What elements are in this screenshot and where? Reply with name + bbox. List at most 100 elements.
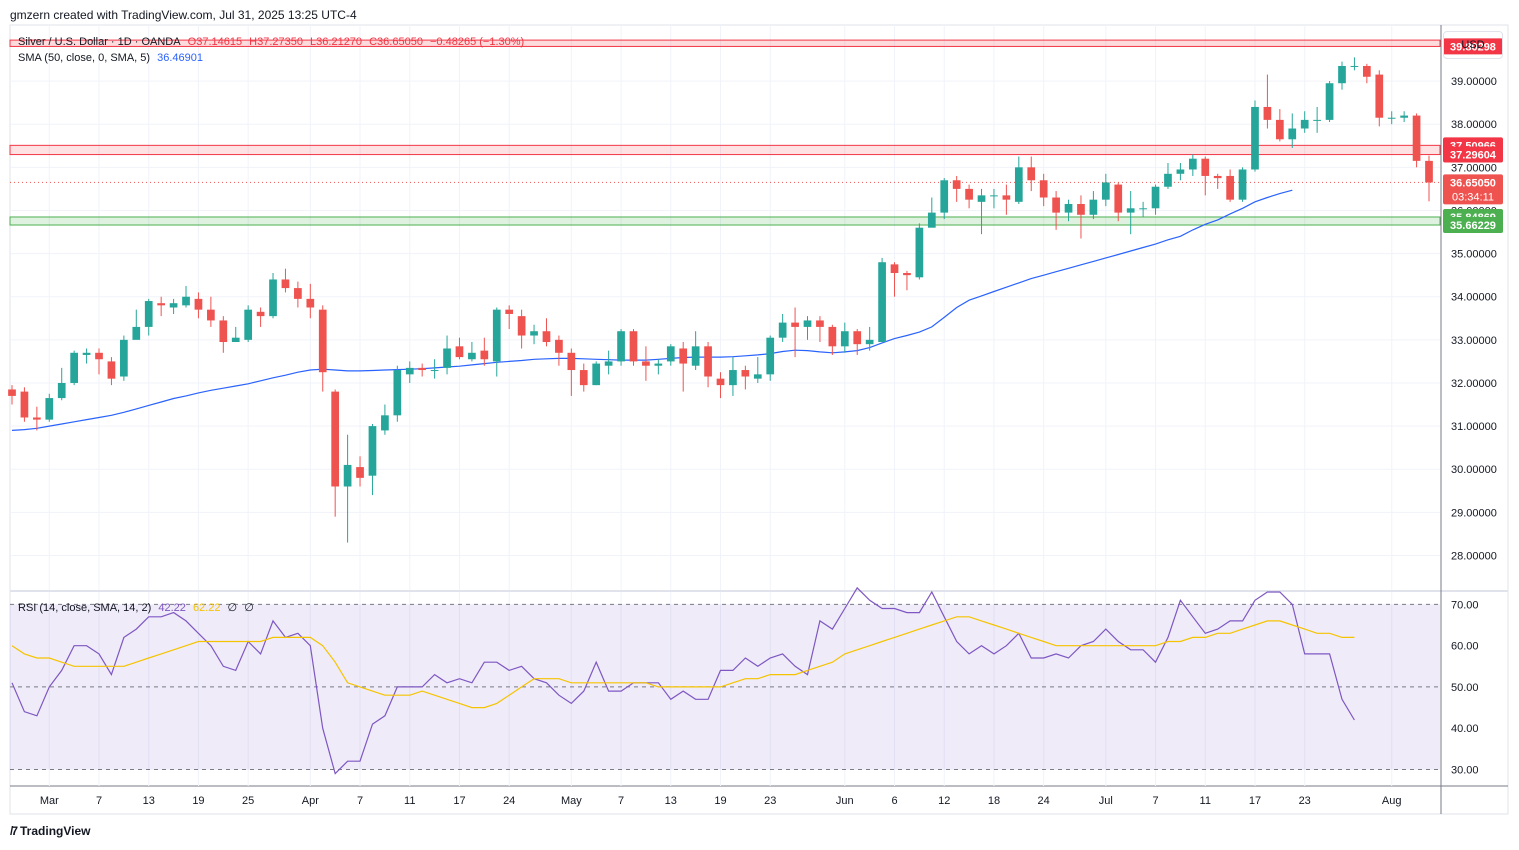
candle-body	[915, 227, 924, 278]
tradingview-footer[interactable]: /7 TradingView	[10, 824, 90, 838]
price-tick-label: 37.00000	[1451, 162, 1497, 174]
time-tick-label: 25	[242, 795, 254, 807]
candle-body	[890, 264, 899, 273]
time-tick-label: 7	[1152, 795, 1158, 807]
candle-body	[70, 352, 79, 383]
candle-body	[107, 361, 116, 379]
tradingview-logo-icon: /7	[10, 824, 18, 838]
candle-body	[1064, 203, 1073, 213]
candle-body	[33, 417, 41, 420]
sma-line	[11, 189, 1293, 431]
candle-body	[8, 389, 16, 396]
symbol-title: Silver / U.S. Dollar · 1D · OANDA	[18, 36, 181, 48]
sma-label: SMA (50, close, 0, SMA, 5)	[18, 52, 151, 64]
candle-body	[455, 346, 464, 358]
candle-body	[1350, 65, 1359, 67]
candle-body	[1002, 195, 1011, 200]
candle-body	[1039, 180, 1048, 198]
candle-body	[1275, 119, 1284, 140]
candle-body	[952, 180, 961, 189]
level-label-support-2: 35.66229	[1450, 220, 1496, 232]
time-tick-label: Mar	[40, 795, 59, 807]
time-tick-label: Apr	[302, 795, 319, 807]
candle-body	[480, 350, 489, 360]
time-tick-label: 13	[143, 795, 155, 807]
ohlc-low: L36.21270	[310, 36, 363, 48]
candle-body	[405, 367, 414, 375]
candle-body	[828, 326, 837, 347]
rsi-value: 42.22	[158, 602, 186, 614]
candle-body	[729, 370, 737, 386]
candle-body	[542, 331, 551, 343]
candle-body	[853, 331, 862, 345]
time-tick-label: 6	[891, 795, 897, 807]
candle-body	[691, 346, 700, 366]
ohlc-change: −0.48265 (−1.30%)	[430, 36, 525, 48]
candle-body	[1201, 158, 1210, 176]
candle-body	[1151, 186, 1160, 209]
time-tick-label: 7	[96, 795, 102, 807]
price-tick-label: 39.00000	[1451, 76, 1497, 88]
candle-body	[331, 391, 340, 487]
candle-body	[219, 320, 228, 343]
candle-body	[654, 363, 663, 366]
candle-body	[1325, 83, 1334, 120]
candle-body	[803, 320, 812, 327]
price-tick-label: 30.00000	[1451, 464, 1497, 476]
time-tick-label: 7	[618, 795, 624, 807]
sma-legend[interactable]: SMA (50, close, 0, SMA, 5) 36.46901	[18, 52, 207, 64]
candle-body	[840, 331, 849, 347]
last-price-label: 36.65050	[1450, 177, 1496, 189]
candle-body	[977, 195, 986, 202]
ohlc-close: C36.65050	[369, 36, 423, 48]
time-tick-label: Jul	[1099, 795, 1113, 807]
candle-body	[231, 337, 240, 343]
candle-body	[716, 378, 725, 386]
candle-body	[20, 391, 29, 418]
time-tick-label: 18	[988, 795, 1000, 807]
candle-body	[294, 288, 302, 299]
rsi-tick-label: 60.00	[1451, 641, 1479, 653]
candle-body	[318, 309, 327, 373]
candle-body	[505, 309, 514, 314]
candle-body	[965, 188, 973, 200]
time-tick-label: 17	[453, 795, 465, 807]
level-label-resistance-2-bg	[1443, 146, 1503, 163]
candle-body	[592, 363, 601, 386]
candle-body	[1300, 119, 1309, 129]
candle-body	[741, 370, 750, 377]
candle-body	[120, 339, 128, 377]
currency-button[interactable]: USD	[1443, 31, 1503, 59]
level-label-support-2-bg	[1443, 217, 1503, 234]
candle-body	[169, 303, 178, 308]
time-tick-label: 19	[192, 795, 204, 807]
candle-body	[57, 382, 66, 399]
time-tick-label: 11	[1200, 795, 1211, 807]
candle-body	[903, 272, 911, 276]
symbol-legend[interactable]: Silver / U.S. Dollar · 1D · OANDA O37.14…	[18, 36, 528, 48]
rsi-tick-label: 50.00	[1451, 682, 1479, 694]
candle-body	[1014, 167, 1023, 202]
candle-body	[555, 339, 563, 353]
rsi-legend[interactable]: RSI (14, close, SMA, 14, 2) 42.22 62.22 …	[18, 601, 258, 614]
candle-body	[704, 346, 712, 377]
candle-body	[679, 348, 688, 364]
time-tick-label: 13	[665, 795, 677, 807]
time-tick-label: 7	[357, 795, 363, 807]
candle-body	[368, 426, 377, 476]
candle-body	[45, 398, 54, 420]
level-label-resistance-2: 37.29604	[1450, 150, 1497, 162]
candle-body	[1226, 175, 1234, 200]
time-tick-label: Aug	[1382, 795, 1402, 807]
candle-body	[492, 309, 501, 362]
candle-body	[157, 303, 166, 306]
candle-body	[1164, 173, 1172, 187]
candle-body	[1089, 199, 1098, 215]
candle-body	[530, 331, 538, 336]
price-tick-label: 31.00000	[1451, 421, 1497, 433]
price-tick-label: 29.00000	[1451, 507, 1497, 519]
candle-body	[617, 331, 625, 362]
candle-body	[791, 322, 799, 327]
candle-body	[666, 346, 675, 362]
